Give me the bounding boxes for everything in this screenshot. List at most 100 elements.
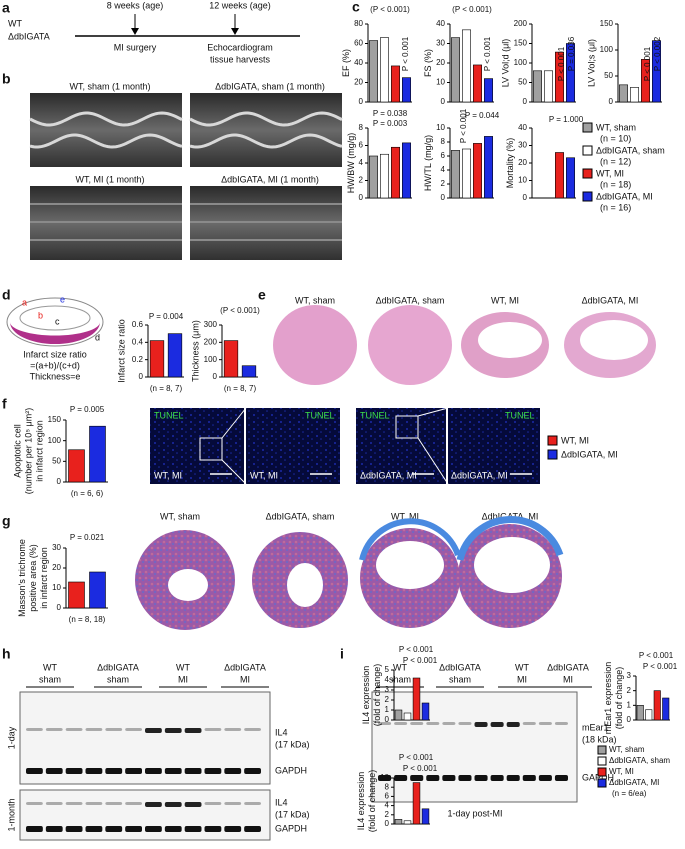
band — [244, 802, 261, 805]
band — [378, 722, 392, 725]
bar — [394, 709, 403, 721]
band — [224, 802, 242, 805]
legend-label: ΔdbIGATA, MI — [609, 778, 659, 787]
column-label: ΔdbIGATA — [97, 662, 139, 672]
band — [105, 826, 123, 832]
band — [394, 722, 408, 725]
y-tick-label: 40 — [518, 123, 527, 132]
y-axis-label: (fold of change) — [614, 667, 624, 730]
band — [145, 826, 162, 832]
band — [125, 802, 142, 805]
band — [85, 728, 103, 731]
y-tick-label: 80 — [354, 19, 363, 28]
zoom-line — [221, 459, 247, 485]
event-label: MI surgery — [114, 42, 157, 52]
p-value: P < 0.001 — [399, 753, 434, 762]
legend-swatch — [582, 168, 593, 179]
lumen — [474, 537, 550, 593]
stain-label: TUNEL — [154, 410, 184, 420]
y-axis-label: LV Vol;s (μl) — [587, 39, 597, 87]
image-label: ΔdbIGATA, MI — [582, 295, 639, 305]
y-tick-label: 6 — [441, 151, 446, 160]
p-value: P < 0.001 — [557, 46, 566, 81]
band — [244, 728, 261, 731]
panel-label: h — [2, 646, 11, 662]
column-label: WT — [176, 662, 190, 672]
band-label: (17 kDa) — [275, 809, 310, 819]
band — [65, 728, 83, 731]
zoom-line — [417, 437, 449, 485]
zoom-line — [417, 407, 449, 417]
n-label: (n = 6, 6) — [71, 489, 104, 498]
blot — [371, 691, 578, 803]
p-value: P = 0.044 — [465, 111, 500, 120]
bar — [462, 148, 471, 199]
p-value: (P < 0.001) — [370, 5, 410, 14]
p-value: P < 0.001 — [643, 662, 678, 671]
band — [224, 768, 242, 774]
band — [522, 722, 536, 725]
arrowhead — [131, 28, 139, 35]
y-tick-label: 100 — [514, 58, 528, 67]
row-label: 1-month — [6, 798, 16, 831]
y-axis-label: positive area (%) — [28, 544, 38, 612]
band — [442, 722, 456, 725]
y-tick-label: 6 — [359, 141, 364, 150]
band — [458, 722, 472, 725]
bar — [653, 690, 661, 721]
bar — [630, 87, 639, 103]
y-tick-label: 100 — [48, 436, 62, 445]
band — [45, 826, 63, 832]
legend-label: ΔdbIGATA, MI — [561, 449, 618, 459]
image-label: ΔdbIGATA, sham (1 month) — [215, 81, 325, 91]
bar — [533, 70, 542, 103]
y-axis-label: LV Vol;d (μl) — [501, 39, 511, 88]
bar — [662, 697, 670, 721]
band — [145, 728, 162, 733]
band-label: GAPDH — [275, 823, 307, 833]
legend-swatch — [547, 435, 558, 446]
y-tick-label: 50 — [518, 78, 527, 87]
legend-n: (n = 10) — [600, 133, 631, 143]
legend-swatch — [547, 449, 558, 460]
y-tick-label: 30 — [436, 39, 445, 48]
image-label: WT, sham — [295, 295, 335, 305]
y-axis-label: HW/BW (mg/g) — [346, 133, 356, 194]
zoom-line — [221, 407, 247, 439]
y-tick-label: 0 — [57, 477, 62, 486]
band — [105, 768, 123, 774]
band — [65, 802, 83, 805]
image-label: WT, MI (1 month) — [75, 174, 144, 184]
column-label: ΔdbIGATA — [547, 662, 589, 672]
age-label: 12 weeks (age) — [209, 0, 271, 10]
y-tick-label: 50 — [604, 71, 613, 80]
image-label: WT, MI — [154, 470, 182, 480]
bar — [394, 819, 403, 825]
p-value: P < 0.001 — [483, 36, 492, 71]
image-label: ΔdbIGATA, MI — [360, 470, 417, 480]
legend-n: (n = 16) — [600, 202, 631, 212]
bar — [369, 155, 378, 199]
legend-label: WT, MI — [561, 435, 589, 445]
column-label: MI — [240, 674, 250, 684]
y-tick-label: 40 — [436, 19, 445, 28]
band — [506, 775, 520, 781]
band — [554, 775, 568, 781]
band — [85, 826, 103, 832]
band — [125, 768, 142, 774]
y-tick-label: 200 — [514, 19, 528, 28]
band — [474, 775, 488, 781]
y-axis-label: (number per 10⁵ μm²) — [24, 408, 34, 494]
p-value: P < 0.001 — [403, 764, 438, 773]
band — [45, 728, 63, 731]
column-label: MI — [517, 674, 527, 684]
legend-n: (n = 6/ea) — [612, 789, 647, 798]
column-label: WT — [43, 662, 57, 672]
schematic-letter: b — [38, 310, 43, 320]
event-label: tissue harvests — [210, 54, 271, 64]
legend-label: WT, MI — [596, 168, 624, 178]
bar — [402, 77, 411, 103]
band — [65, 826, 83, 832]
bar — [652, 40, 661, 103]
tunel-image — [356, 408, 446, 484]
